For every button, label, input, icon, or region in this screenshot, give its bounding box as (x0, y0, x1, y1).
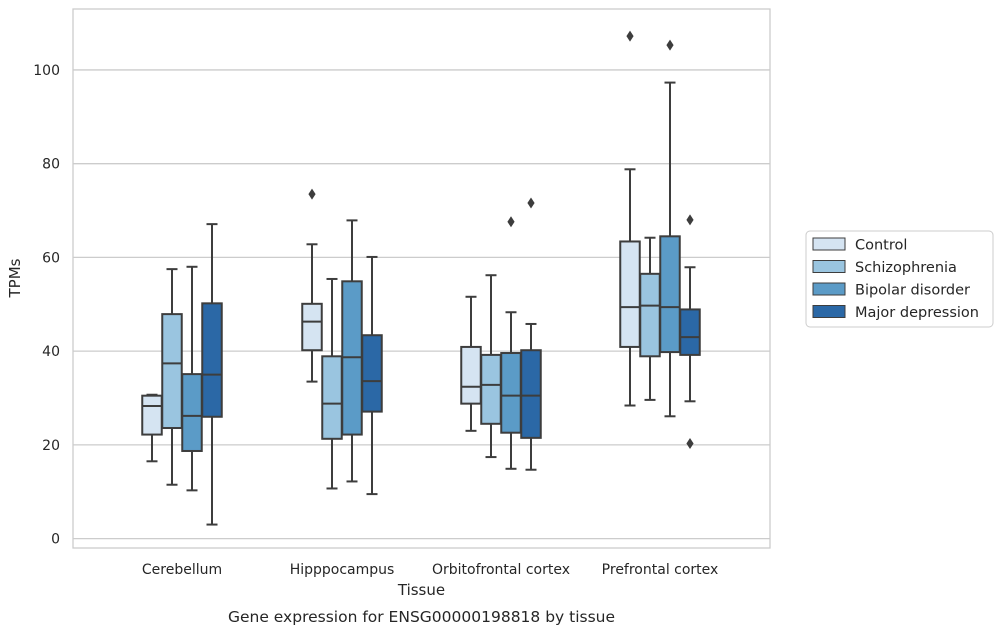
iqr-box (460, 345, 482, 405)
y-tick-label: 0 (51, 532, 60, 548)
legend-label: Control (855, 238, 907, 254)
iqr-box (201, 302, 223, 418)
outlier-point (527, 197, 535, 209)
iqr-box (659, 235, 681, 354)
x-tick-labels: Cerebellum Hipppocampus Orbitofrontal cort… (142, 562, 718, 578)
box-control (460, 295, 482, 432)
legend-label: Bipolar disorder (855, 283, 970, 299)
box-schizophrenia (321, 277, 343, 490)
y-tick-label: 80 (42, 157, 60, 173)
outlier-point (507, 216, 515, 228)
legend-label: Major depression (855, 305, 979, 321)
y-axis-label: TPMs (6, 258, 24, 298)
box-major-depression (361, 255, 383, 496)
iqr-box (321, 355, 343, 440)
iqr-box (301, 302, 323, 352)
box-control (301, 188, 323, 383)
outlier-point (686, 214, 694, 226)
legend-swatch (812, 237, 846, 251)
box-major-depression (520, 197, 542, 471)
box-major-depression (679, 214, 701, 449)
box-bipolar-disorder (500, 216, 522, 470)
legend-item: Control (812, 237, 907, 254)
boxes (141, 30, 701, 526)
outlier-point (666, 39, 674, 51)
iqr-box (361, 334, 383, 413)
iqr-box (500, 352, 522, 434)
iqr-box (181, 373, 203, 452)
box-schizophrenia (161, 268, 183, 486)
box-control (141, 393, 163, 463)
outlier-point (308, 188, 316, 200)
legend-item: Schizophrenia (812, 260, 957, 276)
box-control (619, 30, 641, 407)
legend-swatch (812, 282, 846, 296)
box-bipolar-disorder (181, 265, 203, 492)
iqr-box (619, 240, 641, 348)
y-tick-labels: 0 20 40 60 80 100 (33, 63, 60, 548)
legend: Control Schizophrenia Bipolar disorder Majo… (805, 230, 994, 328)
y-tick-label: 100 (33, 63, 60, 79)
box-bipolar-disorder (341, 219, 363, 483)
box-schizophrenia (480, 274, 502, 459)
y-tick-label: 60 (42, 250, 60, 266)
x-axis-label: Tissue (397, 581, 445, 599)
chart-caption: Gene expression for ENSG00000198818 by t… (228, 608, 615, 626)
legend-frame (805, 230, 994, 328)
box-major-depression (201, 223, 223, 526)
box-schizophrenia (639, 236, 661, 401)
legend-swatch (812, 305, 846, 318)
legend-item: Major depression (812, 305, 979, 321)
iqr-box (679, 308, 701, 356)
x-tick-label: Cerebellum (142, 562, 222, 578)
box-bipolar-disorder (659, 39, 681, 418)
legend-swatch (812, 260, 846, 273)
x-tick-label: Prefrontal cortex (602, 562, 719, 578)
legend-item: Bipolar disorder (812, 282, 970, 299)
y-tick-label: 20 (42, 438, 60, 454)
iqr-box (639, 272, 661, 358)
iqr-box (141, 394, 163, 436)
legend-label: Schizophrenia (855, 260, 957, 276)
plot-area-frame (72, 8, 771, 549)
x-tick-label: Hipppocampus (290, 562, 395, 578)
outlier-point (626, 30, 634, 42)
outlier-point (686, 437, 694, 449)
y-tick-label: 40 (42, 344, 60, 360)
iqr-box (480, 353, 502, 425)
x-tick-label: Orbitofrontal cortex (432, 562, 570, 578)
iqr-box (161, 313, 183, 430)
iqr-box (520, 349, 542, 439)
